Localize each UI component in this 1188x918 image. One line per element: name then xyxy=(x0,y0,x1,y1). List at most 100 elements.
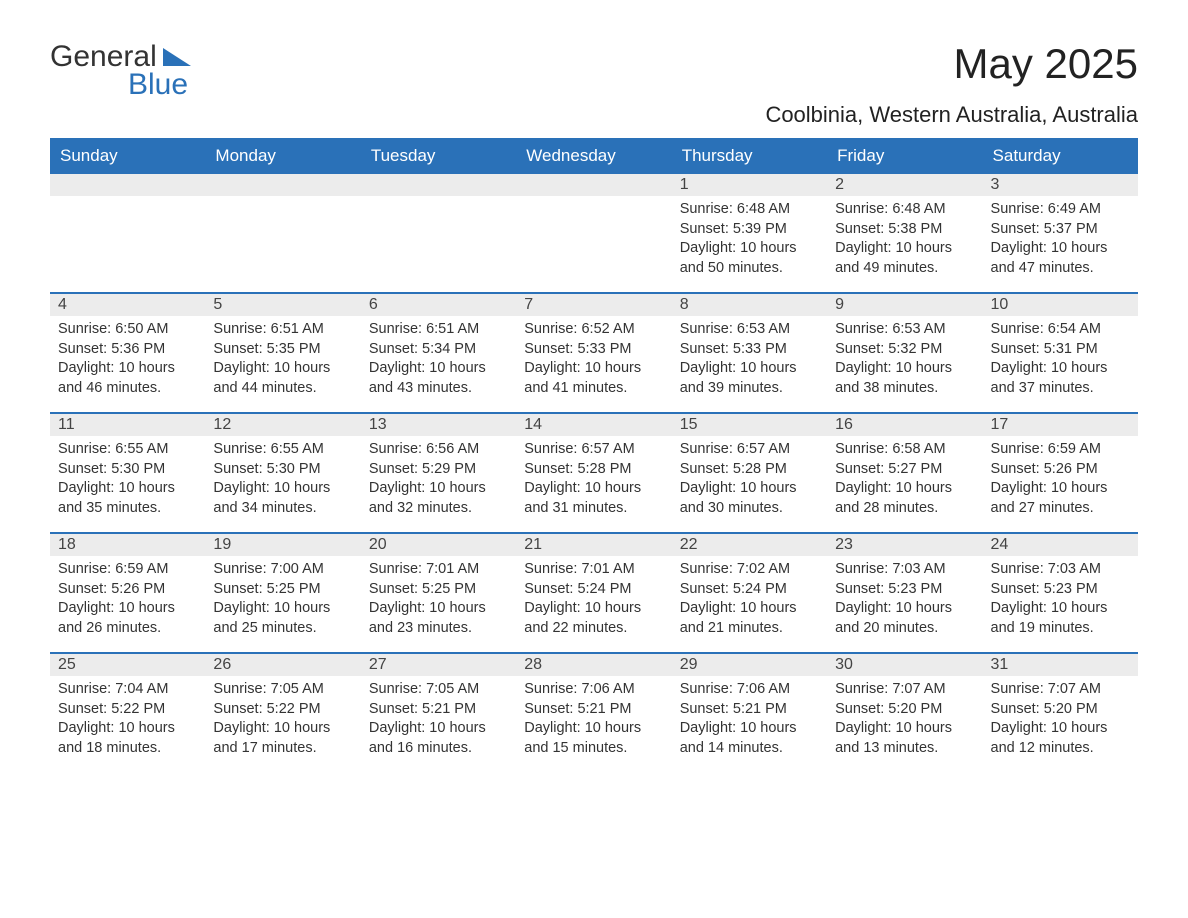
day-number: 14 xyxy=(516,413,550,437)
day-number: 15 xyxy=(672,413,706,437)
day-number-row: 4 xyxy=(50,294,205,316)
day-number xyxy=(361,184,377,186)
sunrise-line: Sunrise: 7:07 AM xyxy=(991,680,1130,700)
day-number-row: 3 xyxy=(983,174,1138,196)
calendar-day: 7Sunrise: 6:52 AMSunset: 5:33 PMDaylight… xyxy=(516,294,671,412)
calendar-week: 25Sunrise: 7:04 AMSunset: 5:22 PMDayligh… xyxy=(50,652,1138,772)
sunset-line: Sunset: 5:20 PM xyxy=(835,700,974,720)
day-number-row: 9 xyxy=(827,294,982,316)
dow-cell: Monday xyxy=(205,138,360,174)
sunset-line: Sunset: 5:24 PM xyxy=(680,580,819,600)
dow-cell: Sunday xyxy=(50,138,205,174)
sunset-line: Sunset: 5:28 PM xyxy=(680,460,819,480)
sunrise-line: Sunrise: 6:55 AM xyxy=(213,440,352,460)
sunrise-line: Sunrise: 6:59 AM xyxy=(58,560,197,580)
sunset-line: Sunset: 5:37 PM xyxy=(991,220,1130,240)
day-number: 22 xyxy=(672,533,706,557)
day-body: Sunrise: 6:52 AMSunset: 5:33 PMDaylight:… xyxy=(516,316,671,408)
day-number: 7 xyxy=(516,293,541,317)
sunset-line: Sunset: 5:29 PM xyxy=(369,460,508,480)
day-body: Sunrise: 7:00 AMSunset: 5:25 PMDaylight:… xyxy=(205,556,360,648)
day-number: 6 xyxy=(361,293,386,317)
dow-cell: Friday xyxy=(827,138,982,174)
day-body: Sunrise: 7:01 AMSunset: 5:24 PMDaylight:… xyxy=(516,556,671,648)
calendar-day: 5Sunrise: 6:51 AMSunset: 5:35 PMDaylight… xyxy=(205,294,360,412)
sunset-line: Sunset: 5:21 PM xyxy=(369,700,508,720)
day-body: Sunrise: 7:05 AMSunset: 5:21 PMDaylight:… xyxy=(361,676,516,768)
calendar-day xyxy=(361,174,516,292)
calendar-week: 18Sunrise: 6:59 AMSunset: 5:26 PMDayligh… xyxy=(50,532,1138,652)
calendar-day: 25Sunrise: 7:04 AMSunset: 5:22 PMDayligh… xyxy=(50,654,205,772)
day-body xyxy=(205,196,360,210)
daylight-line: Daylight: 10 hours and 37 minutes. xyxy=(991,359,1130,398)
calendar-day: 9Sunrise: 6:53 AMSunset: 5:32 PMDaylight… xyxy=(827,294,982,412)
day-body: Sunrise: 7:03 AMSunset: 5:23 PMDaylight:… xyxy=(983,556,1138,648)
calendar-day: 19Sunrise: 7:00 AMSunset: 5:25 PMDayligh… xyxy=(205,534,360,652)
day-number: 25 xyxy=(50,653,84,677)
sunset-line: Sunset: 5:25 PM xyxy=(369,580,508,600)
sunset-line: Sunset: 5:25 PM xyxy=(213,580,352,600)
day-number-row xyxy=(516,174,671,196)
day-body xyxy=(361,196,516,210)
sunset-line: Sunset: 5:35 PM xyxy=(213,340,352,360)
day-number-row: 30 xyxy=(827,654,982,676)
dow-cell: Wednesday xyxy=(516,138,671,174)
day-body: Sunrise: 6:48 AMSunset: 5:38 PMDaylight:… xyxy=(827,196,982,288)
calendar-day: 20Sunrise: 7:01 AMSunset: 5:25 PMDayligh… xyxy=(361,534,516,652)
sunset-line: Sunset: 5:22 PM xyxy=(58,700,197,720)
calendar-day: 10Sunrise: 6:54 AMSunset: 5:31 PMDayligh… xyxy=(983,294,1138,412)
day-number-row: 5 xyxy=(205,294,360,316)
sunrise-line: Sunrise: 7:05 AM xyxy=(213,680,352,700)
calendar-day: 28Sunrise: 7:06 AMSunset: 5:21 PMDayligh… xyxy=(516,654,671,772)
day-number-row: 11 xyxy=(50,414,205,436)
day-number: 13 xyxy=(361,413,395,437)
sunset-line: Sunset: 5:23 PM xyxy=(991,580,1130,600)
sunrise-line: Sunrise: 6:59 AM xyxy=(991,440,1130,460)
day-body: Sunrise: 7:06 AMSunset: 5:21 PMDaylight:… xyxy=(516,676,671,768)
day-number-row: 26 xyxy=(205,654,360,676)
daylight-line: Daylight: 10 hours and 43 minutes. xyxy=(369,359,508,398)
daylight-line: Daylight: 10 hours and 31 minutes. xyxy=(524,479,663,518)
daylight-line: Daylight: 10 hours and 30 minutes. xyxy=(680,479,819,518)
day-number-row: 1 xyxy=(672,174,827,196)
day-body: Sunrise: 7:07 AMSunset: 5:20 PMDaylight:… xyxy=(983,676,1138,768)
sunset-line: Sunset: 5:21 PM xyxy=(524,700,663,720)
sunset-line: Sunset: 5:33 PM xyxy=(524,340,663,360)
sunset-line: Sunset: 5:34 PM xyxy=(369,340,508,360)
day-number-row: 25 xyxy=(50,654,205,676)
calendar-day xyxy=(205,174,360,292)
daylight-line: Daylight: 10 hours and 44 minutes. xyxy=(213,359,352,398)
day-body: Sunrise: 6:58 AMSunset: 5:27 PMDaylight:… xyxy=(827,436,982,528)
sunrise-line: Sunrise: 7:06 AM xyxy=(680,680,819,700)
day-body: Sunrise: 7:03 AMSunset: 5:23 PMDaylight:… xyxy=(827,556,982,648)
day-number xyxy=(50,184,66,186)
sunrise-line: Sunrise: 6:50 AM xyxy=(58,320,197,340)
day-number xyxy=(205,184,221,186)
day-body: Sunrise: 6:56 AMSunset: 5:29 PMDaylight:… xyxy=(361,436,516,528)
day-body: Sunrise: 6:55 AMSunset: 5:30 PMDaylight:… xyxy=(205,436,360,528)
daylight-line: Daylight: 10 hours and 22 minutes. xyxy=(524,599,663,638)
daylight-line: Daylight: 10 hours and 25 minutes. xyxy=(213,599,352,638)
title-block: May 2025 Coolbinia, Western Australia, A… xyxy=(765,40,1138,128)
daylight-line: Daylight: 10 hours and 46 minutes. xyxy=(58,359,197,398)
dow-cell: Thursday xyxy=(672,138,827,174)
calendar-day: 14Sunrise: 6:57 AMSunset: 5:28 PMDayligh… xyxy=(516,414,671,532)
calendar-day xyxy=(50,174,205,292)
day-number xyxy=(516,184,532,186)
day-number: 18 xyxy=(50,533,84,557)
day-number: 19 xyxy=(205,533,239,557)
sunset-line: Sunset: 5:26 PM xyxy=(991,460,1130,480)
calendar-day: 12Sunrise: 6:55 AMSunset: 5:30 PMDayligh… xyxy=(205,414,360,532)
sunrise-line: Sunrise: 6:48 AM xyxy=(680,200,819,220)
daylight-line: Daylight: 10 hours and 32 minutes. xyxy=(369,479,508,518)
day-number-row: 20 xyxy=(361,534,516,556)
sunset-line: Sunset: 5:30 PM xyxy=(213,460,352,480)
calendar-day: 1Sunrise: 6:48 AMSunset: 5:39 PMDaylight… xyxy=(672,174,827,292)
sunrise-line: Sunrise: 7:05 AM xyxy=(369,680,508,700)
day-number-row: 13 xyxy=(361,414,516,436)
daylight-line: Daylight: 10 hours and 38 minutes. xyxy=(835,359,974,398)
daylight-line: Daylight: 10 hours and 21 minutes. xyxy=(680,599,819,638)
sunset-line: Sunset: 5:22 PM xyxy=(213,700,352,720)
calendar-week: 1Sunrise: 6:48 AMSunset: 5:39 PMDaylight… xyxy=(50,174,1138,292)
calendar-day: 27Sunrise: 7:05 AMSunset: 5:21 PMDayligh… xyxy=(361,654,516,772)
